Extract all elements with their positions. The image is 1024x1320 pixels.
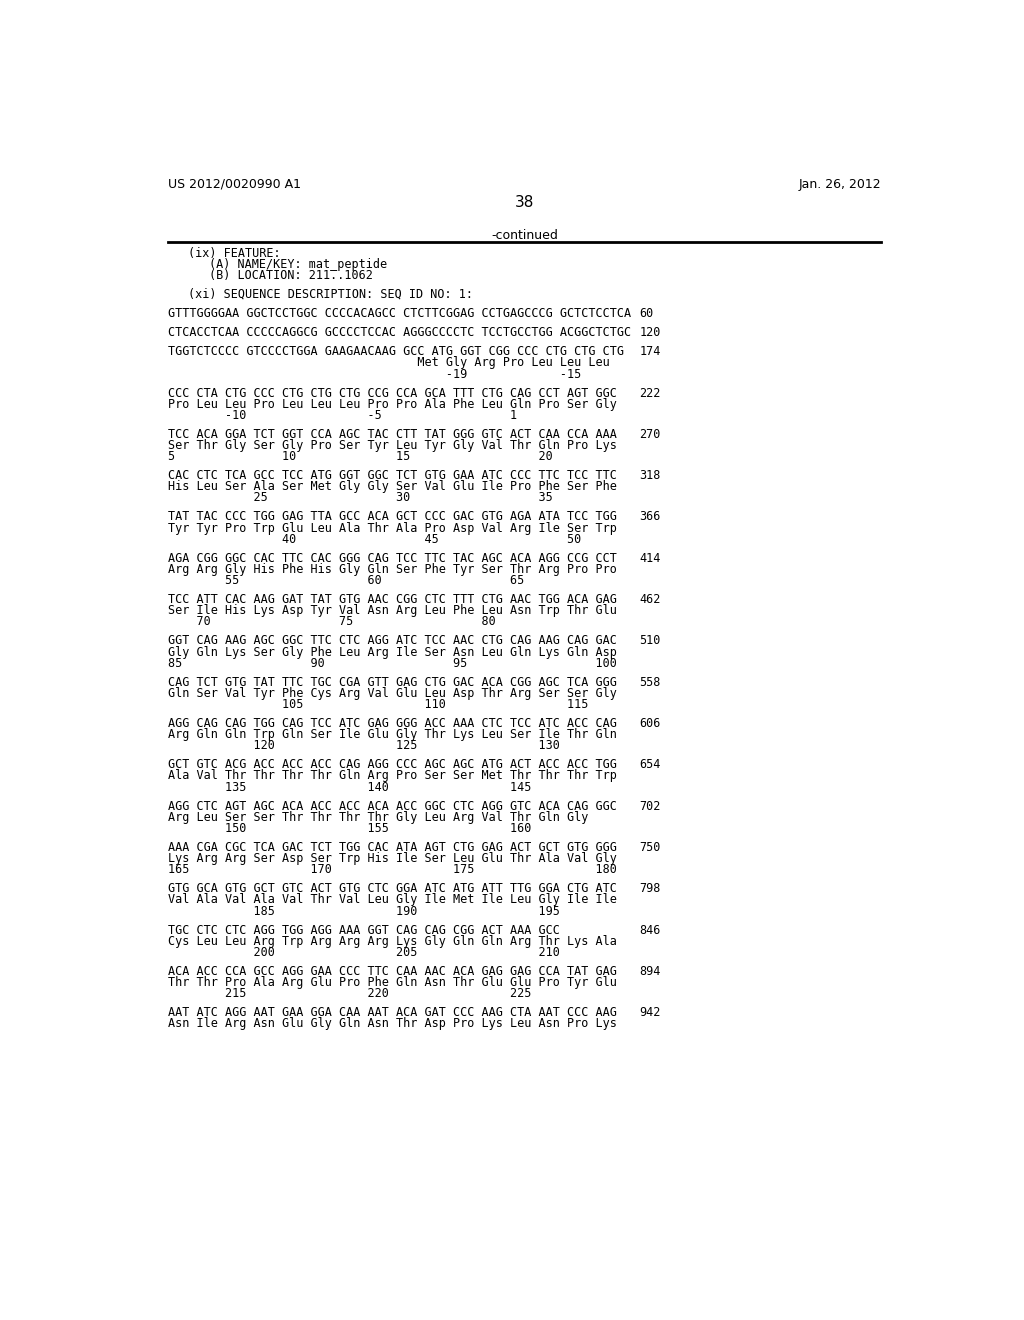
Text: Jan. 26, 2012: Jan. 26, 2012 (799, 178, 882, 190)
Text: 270: 270 (640, 428, 660, 441)
Text: GTTTGGGGAA GGCTCCTGGC CCCCACAGCC CTCTTCGGAG CCTGAGCCCG GCTCTCCTCA: GTTTGGGGAA GGCTCCTGGC CCCCACAGCC CTCTTCG… (168, 308, 632, 321)
Text: Met Gly Arg Pro Leu Leu Leu: Met Gly Arg Pro Leu Leu Leu (168, 356, 610, 370)
Text: (B) LOCATION: 211..1062: (B) LOCATION: 211..1062 (209, 269, 373, 282)
Text: AAT ATC AGG AAT GAA GGA CAA AAT ACA GAT CCC AAG CTA AAT CCC AAG: AAT ATC AGG AAT GAA GGA CAA AAT ACA GAT … (168, 1006, 617, 1019)
Text: 702: 702 (640, 800, 660, 813)
Text: 200                 205                 210: 200 205 210 (168, 946, 560, 958)
Text: 70                  75                  80: 70 75 80 (168, 615, 496, 628)
Text: GTG GCA GTG GCT GTC ACT GTG CTC GGA ATC ATG ATT TTG GGA CTG ATC: GTG GCA GTG GCT GTC ACT GTG CTC GGA ATC … (168, 882, 617, 895)
Text: GCT GTC ACG ACC ACC ACC CAG AGG CCC AGC AGC ATG ACT ACC ACC TGG: GCT GTC ACG ACC ACC ACC CAG AGG CCC AGC … (168, 758, 617, 771)
Text: Ser Ile His Lys Asp Tyr Val Asn Arg Leu Phe Leu Asn Trp Thr Glu: Ser Ile His Lys Asp Tyr Val Asn Arg Leu … (168, 605, 617, 618)
Text: AGG CTC AGT AGC ACA ACC ACC ACA ACC GGC CTC AGG GTC ACA CAG GGC: AGG CTC AGT AGC ACA ACC ACC ACA ACC GGC … (168, 800, 617, 813)
Text: Arg Leu Ser Ser Thr Thr Thr Thr Gly Leu Arg Val Thr Gln Gly: Arg Leu Ser Ser Thr Thr Thr Thr Gly Leu … (168, 810, 589, 824)
Text: ACA ACC CCA GCC AGG GAA CCC TTC CAA AAC ACA GAG GAG CCA TAT GAG: ACA ACC CCA GCC AGG GAA CCC TTC CAA AAC … (168, 965, 617, 978)
Text: 185                 190                 195: 185 190 195 (168, 904, 560, 917)
Text: 318: 318 (640, 469, 660, 482)
Text: GGT CAG AAG AGC GGC TTC CTC AGG ATC TCC AAC CTG CAG AAG CAG GAC: GGT CAG AAG AGC GGC TTC CTC AGG ATC TCC … (168, 635, 617, 647)
Text: TGC CTC CTC AGG TGG AGG AAA GGT CAG CAG CGG ACT AAA GCC: TGC CTC CTC AGG TGG AGG AAA GGT CAG CAG … (168, 924, 560, 937)
Text: (A) NAME/KEY: mat_peptide: (A) NAME/KEY: mat_peptide (209, 259, 387, 271)
Text: CAG TCT GTG TAT TTC TGC CGA GTT GAG CTG GAC ACA CGG AGC TCA GGG: CAG TCT GTG TAT TTC TGC CGA GTT GAG CTG … (168, 676, 617, 689)
Text: 942: 942 (640, 1006, 660, 1019)
Text: Asn Ile Arg Asn Glu Gly Gln Asn Thr Asp Pro Lys Leu Asn Pro Lys: Asn Ile Arg Asn Glu Gly Gln Asn Thr Asp … (168, 1018, 617, 1031)
Text: TAT TAC CCC TGG GAG TTA GCC ACA GCT CCC GAC GTG AGA ATA TCC TGG: TAT TAC CCC TGG GAG TTA GCC ACA GCT CCC … (168, 511, 617, 524)
Text: Tyr Tyr Pro Trp Glu Leu Ala Thr Ala Pro Asp Val Arg Ile Ser Trp: Tyr Tyr Pro Trp Glu Leu Ala Thr Ala Pro … (168, 521, 617, 535)
Text: Val Ala Val Ala Val Thr Val Leu Gly Ile Met Ile Leu Gly Ile Ile: Val Ala Val Ala Val Thr Val Leu Gly Ile … (168, 894, 617, 907)
Text: 222: 222 (640, 387, 660, 400)
Text: Pro Leu Leu Pro Leu Leu Leu Pro Pro Ala Phe Leu Gln Pro Ser Gly: Pro Leu Leu Pro Leu Leu Leu Pro Pro Ala … (168, 397, 617, 411)
Text: 150                 155                 160: 150 155 160 (168, 822, 531, 836)
Text: -19             -15: -19 -15 (168, 367, 582, 380)
Text: 750: 750 (640, 841, 660, 854)
Text: (ix) FEATURE:: (ix) FEATURE: (188, 247, 281, 260)
Text: 40                  45                  50: 40 45 50 (168, 533, 582, 545)
Text: CCC CTA CTG CCC CTG CTG CTG CCG CCA GCA TTT CTG CAG CCT AGT GGC: CCC CTA CTG CCC CTG CTG CTG CCG CCA GCA … (168, 387, 617, 400)
Text: US 2012/0020990 A1: US 2012/0020990 A1 (168, 178, 301, 190)
Text: 120                 125                 130: 120 125 130 (168, 739, 560, 752)
Text: 60: 60 (640, 308, 653, 321)
Text: -10                 -5                  1: -10 -5 1 (168, 409, 517, 422)
Text: 654: 654 (640, 758, 660, 771)
Text: Thr Thr Pro Ala Arg Glu Pro Phe Gln Asn Thr Glu Glu Pro Tyr Glu: Thr Thr Pro Ala Arg Glu Pro Phe Gln Asn … (168, 975, 617, 989)
Text: 165                 170                 175                 180: 165 170 175 180 (168, 863, 617, 876)
Text: 85                  90                  95                  100: 85 90 95 100 (168, 657, 617, 669)
Text: Arg Gln Gln Trp Gln Ser Ile Glu Gly Thr Lys Leu Ser Ile Thr Gln: Arg Gln Gln Trp Gln Ser Ile Glu Gly Thr … (168, 729, 617, 741)
Text: 414: 414 (640, 552, 660, 565)
Text: (xi) SEQUENCE DESCRIPTION: SEQ ID NO: 1:: (xi) SEQUENCE DESCRIPTION: SEQ ID NO: 1: (188, 288, 473, 300)
Text: 558: 558 (640, 676, 660, 689)
Text: Arg Arg Gly His Phe His Gly Gln Ser Phe Tyr Ser Thr Arg Pro Pro: Arg Arg Gly His Phe His Gly Gln Ser Phe … (168, 562, 617, 576)
Text: Cys Leu Leu Arg Trp Arg Arg Arg Lys Gly Gln Gln Arg Thr Lys Ala: Cys Leu Leu Arg Trp Arg Arg Arg Lys Gly … (168, 935, 617, 948)
Text: TGGTCTCCCC GTCCCCTGGA GAAGAACAAG GCC ATG GGT CGG CCC CTG CTG CTG: TGGTCTCCCC GTCCCCTGGA GAAGAACAAG GCC ATG… (168, 346, 625, 358)
Text: 120: 120 (640, 326, 660, 339)
Text: 462: 462 (640, 593, 660, 606)
Text: 174: 174 (640, 346, 660, 358)
Text: 894: 894 (640, 965, 660, 978)
Text: 846: 846 (640, 924, 660, 937)
Text: AGG CAG CAG TGG CAG TCC ATC GAG GGG ACC AAA CTC TCC ATC ACC CAG: AGG CAG CAG TGG CAG TCC ATC GAG GGG ACC … (168, 717, 617, 730)
Text: CTCACCTCAA CCCCCAGGCG GCCCCTCCAC AGGGCCCCTC TCCTGCCTGG ACGGCTCTGC: CTCACCTCAA CCCCCAGGCG GCCCCTCCAC AGGGCCC… (168, 326, 632, 339)
Text: 366: 366 (640, 511, 660, 524)
Text: 510: 510 (640, 635, 660, 647)
Text: 798: 798 (640, 882, 660, 895)
Text: 606: 606 (640, 717, 660, 730)
Text: TCC ATT CAC AAG GAT TAT GTG AAC CGG CTC TTT CTG AAC TGG ACA GAG: TCC ATT CAC AAG GAT TAT GTG AAC CGG CTC … (168, 593, 617, 606)
Text: AGA CGG GGC CAC TTC CAC GGG CAG TCC TTC TAC AGC ACA AGG CCG CCT: AGA CGG GGC CAC TTC CAC GGG CAG TCC TTC … (168, 552, 617, 565)
Text: 55                  60                  65: 55 60 65 (168, 574, 524, 587)
Text: TCC ACA GGA TCT GGT CCA AGC TAC CTT TAT GGG GTC ACT CAA CCA AAA: TCC ACA GGA TCT GGT CCA AGC TAC CTT TAT … (168, 428, 617, 441)
Text: 215                 220                 225: 215 220 225 (168, 987, 531, 1001)
Text: 135                 140                 145: 135 140 145 (168, 780, 531, 793)
Text: Gln Ser Val Tyr Phe Cys Arg Val Glu Leu Asp Thr Arg Ser Ser Gly: Gln Ser Val Tyr Phe Cys Arg Val Glu Leu … (168, 686, 617, 700)
Text: Ser Thr Gly Ser Gly Pro Ser Tyr Leu Tyr Gly Val Thr Gln Pro Lys: Ser Thr Gly Ser Gly Pro Ser Tyr Leu Tyr … (168, 440, 617, 451)
Text: Gly Gln Lys Ser Gly Phe Leu Arg Ile Ser Asn Leu Gln Lys Gln Asp: Gly Gln Lys Ser Gly Phe Leu Arg Ile Ser … (168, 645, 617, 659)
Text: 5               10              15                  20: 5 10 15 20 (168, 450, 553, 463)
Text: -continued: -continued (492, 230, 558, 243)
Text: AAA CGA CGC TCA GAC TCT TGG CAC ATA AGT CTG GAG ACT GCT GTG GGG: AAA CGA CGC TCA GAC TCT TGG CAC ATA AGT … (168, 841, 617, 854)
Text: 105                 110                 115: 105 110 115 (168, 698, 589, 711)
Text: 38: 38 (515, 195, 535, 210)
Text: Lys Arg Arg Ser Asp Ser Trp His Ile Ser Leu Glu Thr Ala Val Gly: Lys Arg Arg Ser Asp Ser Trp His Ile Ser … (168, 853, 617, 865)
Text: 25                  30                  35: 25 30 35 (168, 491, 553, 504)
Text: Ala Val Thr Thr Thr Thr Gln Arg Pro Ser Ser Met Thr Thr Thr Trp: Ala Val Thr Thr Thr Thr Gln Arg Pro Ser … (168, 770, 617, 783)
Text: CAC CTC TCA GCC TCC ATG GGT GGC TCT GTG GAA ATC CCC TTC TCC TTC: CAC CTC TCA GCC TCC ATG GGT GGC TCT GTG … (168, 469, 617, 482)
Text: His Leu Ser Ala Ser Met Gly Gly Ser Val Glu Ile Pro Phe Ser Phe: His Leu Ser Ala Ser Met Gly Gly Ser Val … (168, 480, 617, 494)
